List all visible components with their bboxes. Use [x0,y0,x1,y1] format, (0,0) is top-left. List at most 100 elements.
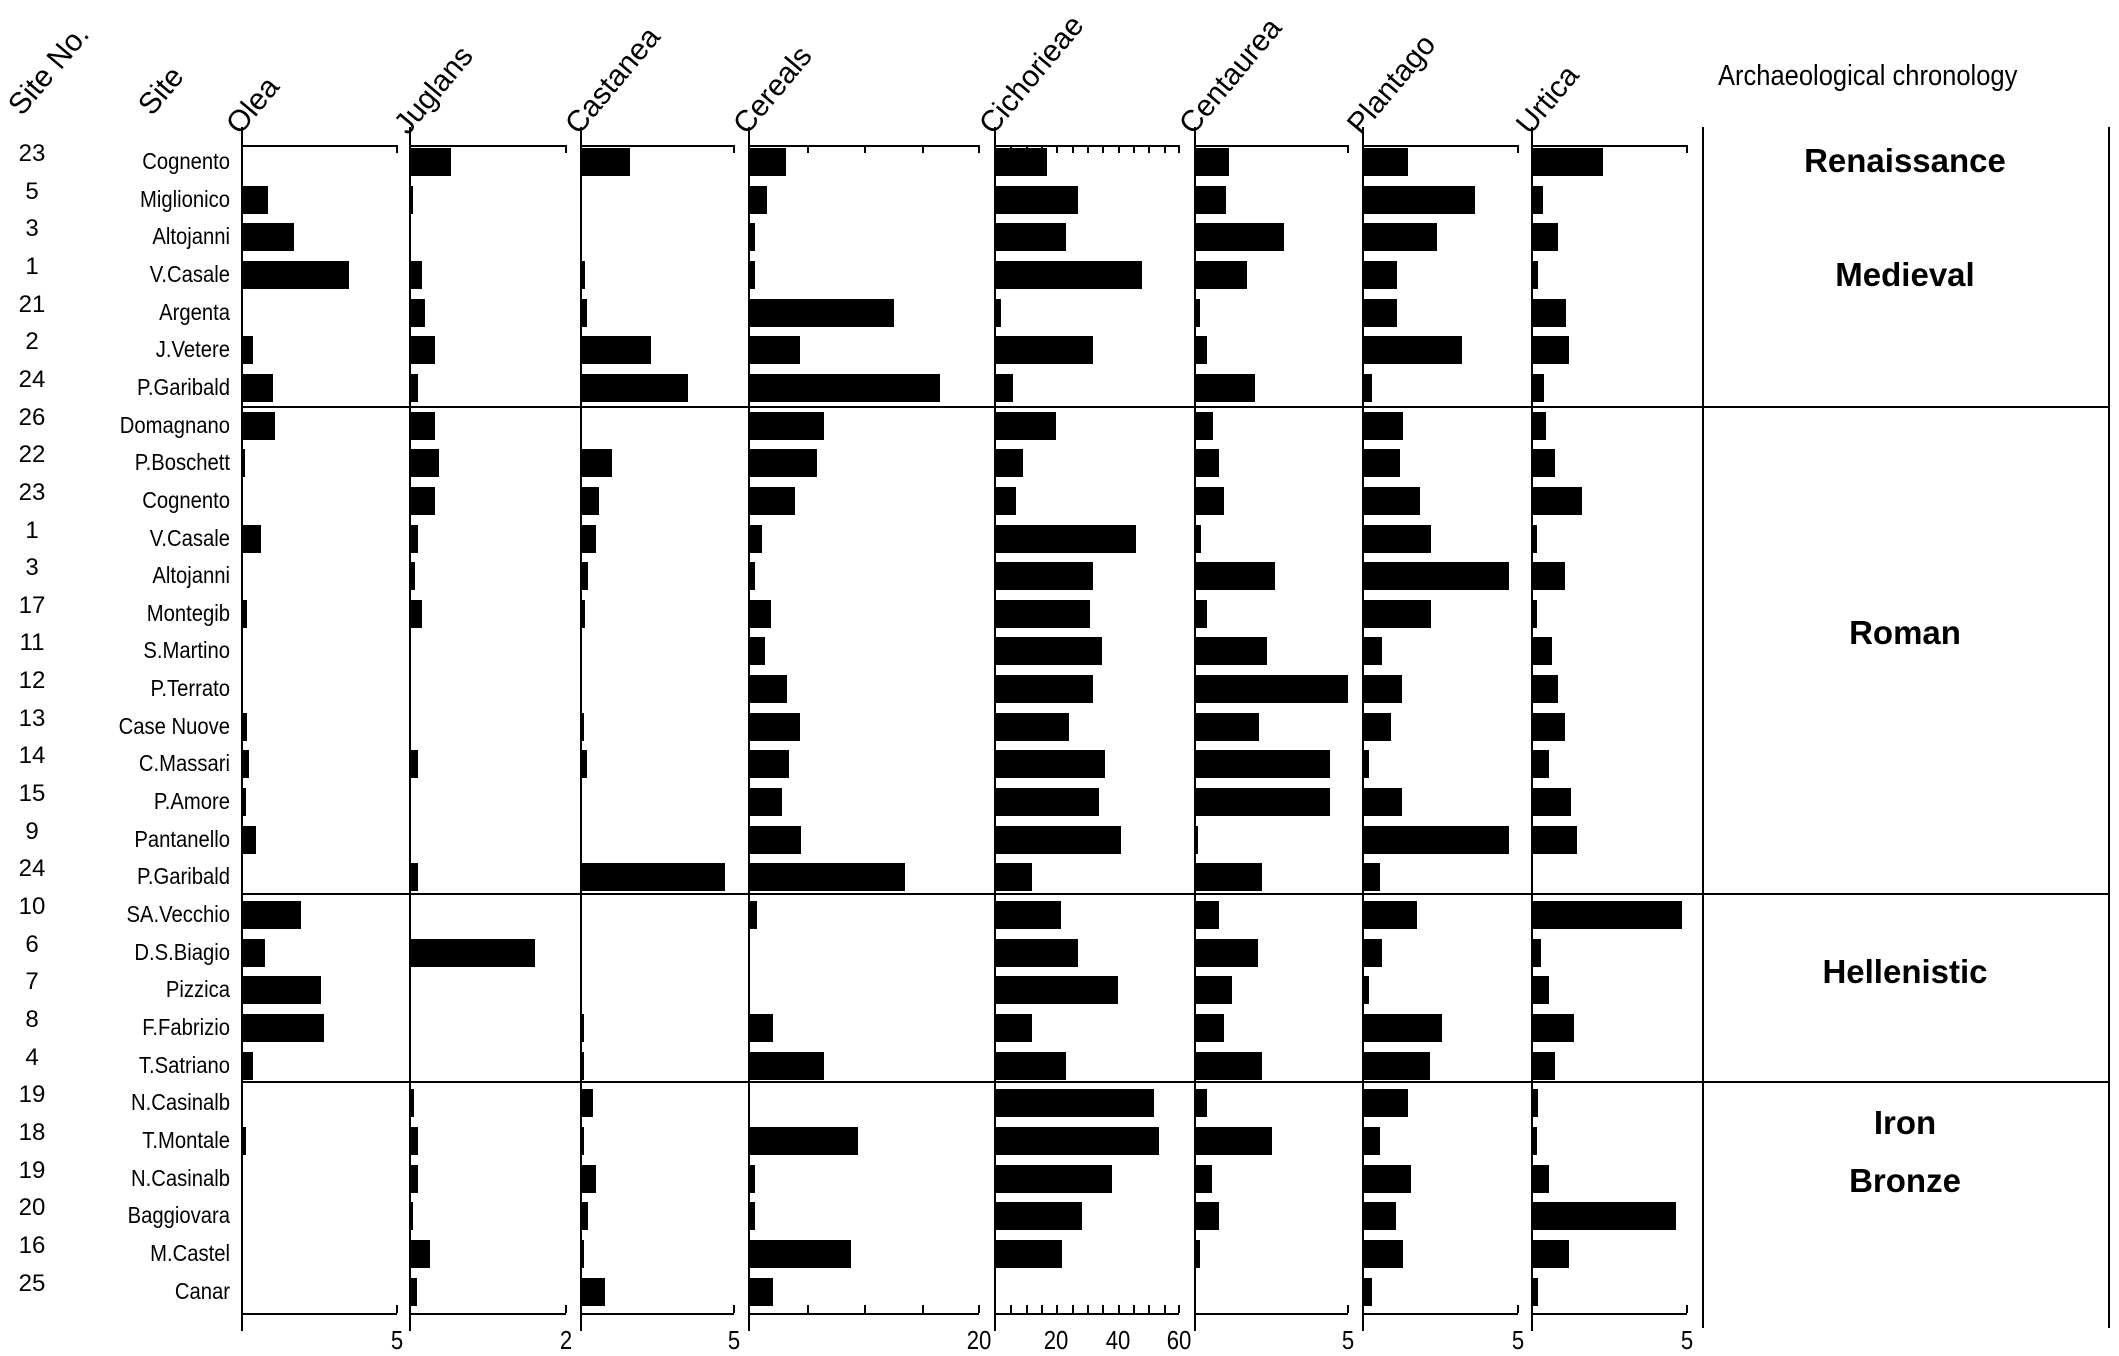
bar-cichorieae [995,449,1023,478]
header-site: Site [131,60,191,122]
site-number: 18 [18,1118,46,1146]
bar-juglans [410,1239,430,1268]
bar-centaurea [1195,524,1202,553]
bar-castanea [581,449,612,478]
bottom-axis-end-tick [396,1305,398,1313]
bar-castanea [581,373,689,402]
bar-urtica [1532,411,1546,440]
site-number: 3 [25,215,39,243]
bar-centaurea [1195,486,1225,515]
bar-urtica [1532,1239,1570,1268]
bar-cereals [749,1239,852,1268]
bar-centaurea [1195,1126,1272,1155]
bar-olea [242,449,246,478]
bar-cichorieae [995,901,1061,929]
bottom-axis [749,1313,979,1315]
bar-cichorieae [995,298,1001,327]
bar-urtica [1532,938,1542,967]
site-name: Altojanni [152,223,230,250]
bar-cereals [749,1202,755,1231]
site-name: Argenta [159,298,230,325]
site-name: T.Montale [142,1126,230,1153]
site-number: 1 [25,516,39,544]
bar-cichorieae [995,1239,1063,1268]
bar-castanea [581,524,597,553]
top-axis-end-tick [565,145,567,153]
bar-plantago [1363,901,1418,929]
site-number: 10 [18,893,46,920]
bar-castanea [581,1239,585,1268]
period-label: Bronze [1849,1162,1961,1199]
bar-juglans [410,260,423,289]
bar-urtica [1532,373,1545,402]
site-name: Pizzica [165,976,230,1003]
bar-plantago [1363,750,1370,779]
bar-castanea [581,260,585,289]
bar-castanea [581,863,725,892]
bar-olea [242,411,275,440]
bottom-axis-tick [864,1305,866,1313]
bar-centaurea [1195,562,1275,591]
bar-plantago [1363,1164,1412,1193]
site-number: 23 [18,140,46,167]
bar-juglans [410,148,452,176]
bar-urtica [1532,1277,1539,1306]
bar-centaurea [1195,449,1220,478]
top-axis-tick [1148,145,1151,153]
bar-centaurea [1195,223,1284,252]
site-number: 12 [18,667,46,695]
bar-cereals [749,637,766,666]
site-name: Altojanni [152,562,230,589]
bar-juglans [410,449,439,478]
bar-juglans [410,750,418,779]
bar-cereals [749,863,906,892]
bar-plantago [1363,712,1391,741]
bar-plantago [1363,524,1432,553]
site-name: S.Martino [143,637,230,664]
bar-plantago [1363,411,1404,440]
site-name: Domagnano [119,411,230,438]
period-divider [242,1081,2108,1083]
bar-cichorieae [995,1202,1083,1231]
bottom-axis-end-tick [978,1305,980,1313]
period-divider [242,406,2108,408]
bar-cichorieae [995,562,1094,591]
bar-cichorieae [995,1051,1066,1080]
bar-centaurea [1195,901,1220,929]
bottom-axis-tick [1163,1305,1166,1313]
site-name: Cognento [142,148,230,174]
bar-cereals [749,825,801,854]
site-name: P.Terrato [150,675,230,702]
site-name: C.Massari [138,750,230,777]
period-label: Medieval [1835,256,1975,293]
top-axis-end-tick [396,145,398,153]
bar-cichorieae [995,1126,1160,1155]
site-number: 23 [18,478,46,506]
bar-plantago [1363,637,1382,666]
bar-centaurea [1195,1239,1200,1268]
top-axis-end-tick [978,145,980,153]
bar-juglans [410,298,425,327]
bar-urtica [1532,712,1565,741]
site-name: M.Castel [150,1239,230,1266]
site-number: 14 [18,742,46,770]
bar-cichorieae [995,788,1100,817]
top-axis-tick [1071,145,1074,153]
bottom-axis [1532,1313,1687,1315]
bar-juglans [410,373,418,402]
site-name: F.Fabrizio [142,1013,230,1040]
top-axis [410,145,566,147]
top-axis-tick [806,145,809,153]
bottom-axis-tick [1087,1305,1089,1313]
bar-olea [242,1126,247,1155]
axis-tick-label: 2 [559,1325,573,1355]
bottom-axis [242,1313,397,1315]
bar-cereals [749,1013,774,1042]
bottom-axis-end-tick [733,1305,735,1313]
site-number: 2 [25,328,39,356]
header-site-no: Site No. [1,18,96,122]
top-axis-end-tick [1347,145,1349,153]
chronology-right-border [2108,127,2110,1328]
bottom-axis [410,1313,566,1315]
